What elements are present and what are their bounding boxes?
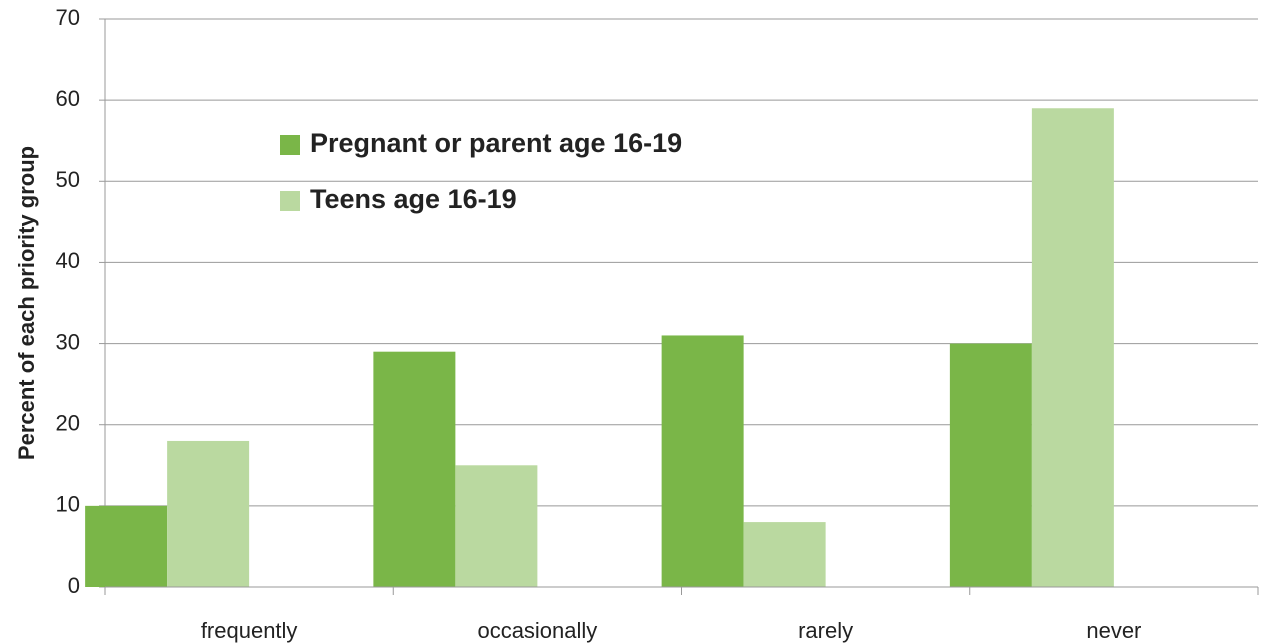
- x-tick-label: never: [1086, 618, 1141, 643]
- bar: [743, 522, 826, 587]
- bar: [1031, 108, 1114, 587]
- y-tick-label: 70: [56, 5, 80, 30]
- legend-label: Teens age 16-19: [310, 184, 517, 214]
- y-tick-label: 30: [56, 329, 80, 354]
- bar: [85, 505, 168, 587]
- bar: [373, 351, 456, 587]
- x-tick-label: occasionally: [477, 618, 597, 643]
- legend-swatch: [280, 191, 300, 211]
- x-tick-label: frequently: [201, 618, 298, 643]
- y-tick-label: 40: [56, 248, 80, 273]
- x-tick-label: rarely: [798, 618, 853, 643]
- y-tick-label: 0: [68, 573, 80, 598]
- y-axis-label: Percent of each priority group: [14, 146, 39, 460]
- bar: [167, 440, 250, 587]
- bar: [455, 465, 538, 587]
- y-tick-label: 10: [56, 492, 80, 517]
- y-tick-label: 60: [56, 86, 80, 111]
- y-tick-label: 50: [56, 167, 80, 192]
- legend-swatch: [280, 135, 300, 155]
- bar: [949, 343, 1032, 587]
- legend-label: Pregnant or parent age 16-19: [310, 128, 682, 158]
- y-tick-label: 20: [56, 411, 80, 436]
- bar: [661, 335, 744, 587]
